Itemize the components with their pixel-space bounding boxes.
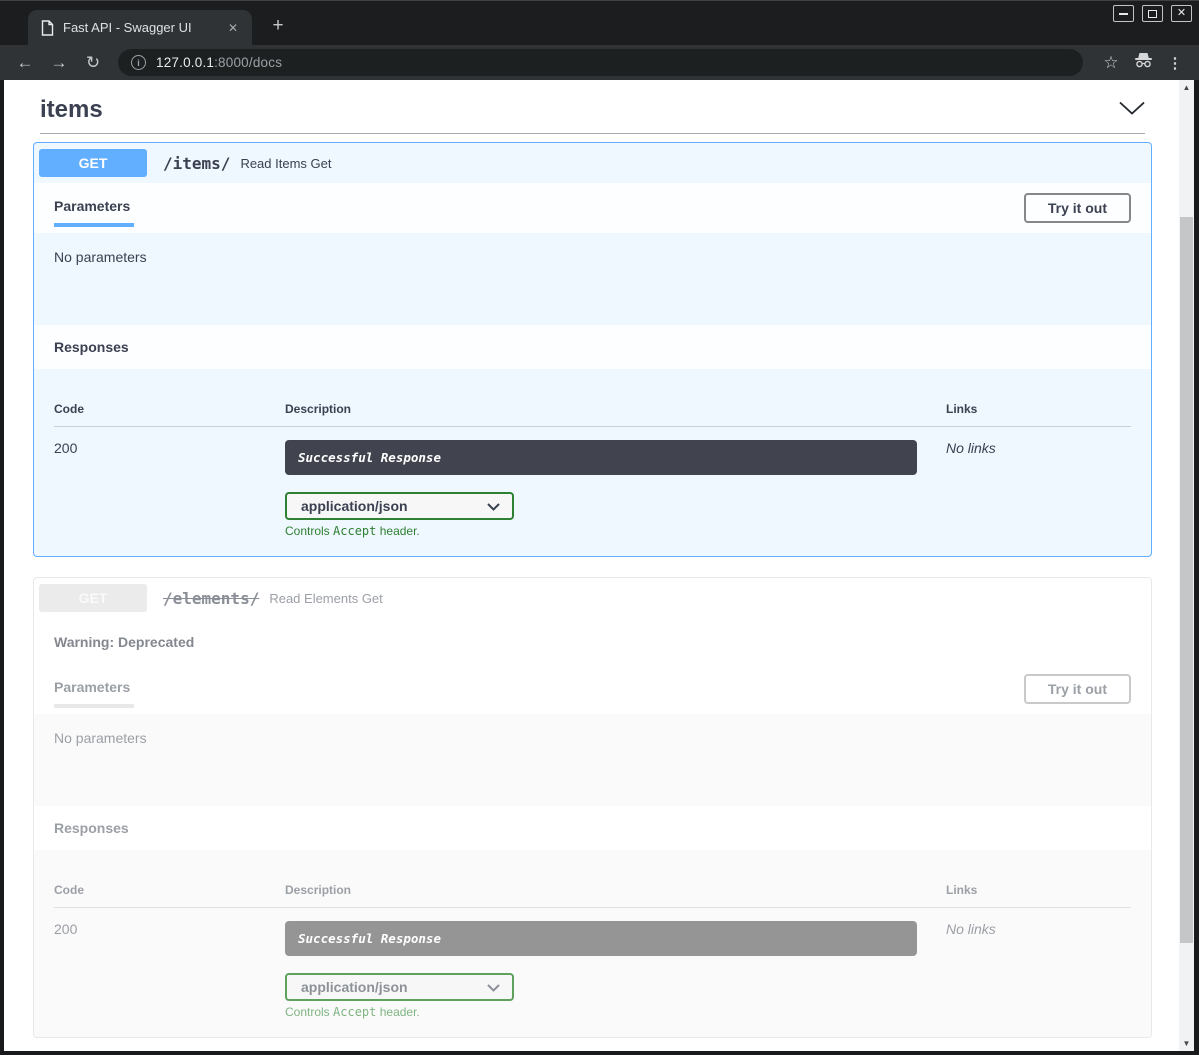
new-tab-button[interactable]: + bbox=[272, 15, 284, 36]
operation-path: /items/ bbox=[163, 153, 231, 173]
forward-icon[interactable]: → bbox=[50, 52, 68, 72]
no-parameters-text: No parameters bbox=[34, 714, 1151, 806]
note-code: Accept bbox=[333, 1005, 377, 1019]
maximize-icon bbox=[1148, 9, 1157, 18]
note-code: Accept bbox=[333, 524, 377, 538]
response-code: 200 bbox=[54, 921, 78, 937]
no-parameters-text: No parameters bbox=[54, 249, 147, 265]
media-type-value: application/json bbox=[301, 498, 408, 514]
col-description: Description bbox=[285, 402, 352, 416]
note-suffix: header. bbox=[376, 1005, 420, 1019]
scroll-up-icon[interactable]: ▲ bbox=[1182, 83, 1191, 92]
responses-title: Responses bbox=[34, 325, 1151, 369]
tab-parameters[interactable]: Parameters bbox=[54, 184, 134, 227]
responses-table: Code Description Links 200 Successful Re… bbox=[34, 850, 1151, 1037]
tag-divider bbox=[40, 133, 1145, 134]
deprecated-warning: Warning: Deprecated bbox=[34, 618, 1151, 664]
minimize-icon bbox=[1119, 12, 1128, 15]
maximize-button[interactable] bbox=[1142, 5, 1163, 22]
note-prefix: Controls bbox=[285, 524, 334, 538]
scroll-down-icon[interactable]: ▼ bbox=[1182, 1039, 1191, 1048]
window-controls: ✕ bbox=[1113, 5, 1192, 22]
chevron-down-icon bbox=[487, 979, 500, 995]
controls-accept-note: Controls Accept header. bbox=[285, 1005, 946, 1019]
url-path: :8000/docs bbox=[214, 55, 283, 70]
page-scrollbar[interactable]: ▲ ▼ bbox=[1179, 80, 1194, 1051]
response-description-cell: Successful Response application/json Con… bbox=[285, 440, 946, 538]
col-code: Code bbox=[54, 883, 84, 897]
scrollbar-thumb[interactable] bbox=[1180, 217, 1193, 943]
operation-summary-text: Read Elements Get bbox=[269, 590, 383, 606]
response-code: 200 bbox=[54, 440, 78, 456]
operation-summary[interactable]: GET /elements/ Read Elements Get bbox=[34, 578, 1151, 618]
response-row: 200 Successful Response application/json… bbox=[54, 427, 1131, 538]
try-it-out-button[interactable]: Try it out bbox=[1023, 674, 1131, 704]
col-links: Links bbox=[946, 402, 978, 416]
opblock-get-items: GET /items/ Read Items Get Parameters Tr… bbox=[33, 142, 1152, 557]
response-description-cell: Successful Response application/json Con… bbox=[285, 921, 946, 1019]
browser-tab[interactable]: Fast API - Swagger UI ✕ bbox=[28, 10, 252, 45]
collapse-chevron-icon[interactable] bbox=[1119, 101, 1145, 120]
swagger-content: items GET /items/ Read Items Get Paramet… bbox=[4, 80, 1179, 1051]
address-bar[interactable]: i 127.0.0.1:8000/docs bbox=[118, 49, 1083, 76]
minimize-button[interactable] bbox=[1113, 5, 1134, 22]
browser-menu-icon[interactable]: ⋮ bbox=[1167, 54, 1183, 72]
page-viewport: items GET /items/ Read Items Get Paramet… bbox=[4, 80, 1194, 1051]
media-type-value: application/json bbox=[301, 979, 408, 995]
note-prefix: Controls bbox=[285, 1005, 334, 1019]
responses-table-header: Code Description Links bbox=[54, 867, 1131, 908]
response-row: 200 Successful Response application/json… bbox=[54, 908, 1131, 1019]
browser-toolbar: ← → ↻ i 127.0.0.1:8000/docs ☆ ⋮ bbox=[0, 45, 1199, 80]
page-favicon-icon bbox=[41, 19, 54, 36]
title-bar: Fast API - Swagger UI ✕ + ✕ bbox=[0, 0, 1199, 45]
responses-table-header: Code Description Links bbox=[54, 386, 1131, 427]
url-text: 127.0.0.1:8000/docs bbox=[156, 55, 282, 70]
response-links: No links bbox=[946, 440, 996, 456]
tab-close-icon[interactable]: ✕ bbox=[227, 20, 238, 35]
site-info-icon[interactable]: i bbox=[131, 55, 146, 70]
bookmark-star-icon[interactable]: ☆ bbox=[1103, 52, 1119, 72]
tab-parameters[interactable]: Parameters bbox=[54, 665, 134, 708]
media-type-select[interactable]: application/json bbox=[285, 973, 514, 1001]
chevron-down-icon bbox=[487, 498, 500, 514]
method-badge: GET bbox=[39, 584, 147, 612]
tag-title: items bbox=[40, 96, 103, 123]
url-host: 127.0.0.1 bbox=[156, 55, 215, 70]
parameters-header: Parameters Try it out bbox=[34, 664, 1151, 714]
responses-table: Code Description Links 200 Successful Re… bbox=[34, 369, 1151, 556]
response-links: No links bbox=[946, 921, 996, 937]
incognito-icon bbox=[1131, 52, 1155, 73]
opblock-get-elements-deprecated: GET /elements/ Read Elements Get Warning… bbox=[33, 577, 1152, 1038]
reload-icon[interactable]: ↻ bbox=[85, 52, 101, 72]
response-description-panel: Successful Response bbox=[285, 440, 917, 475]
media-type-select[interactable]: application/json bbox=[285, 492, 514, 520]
close-button[interactable]: ✕ bbox=[1171, 5, 1192, 22]
operation-path: /elements/ bbox=[163, 588, 260, 608]
try-it-out-button[interactable]: Try it out bbox=[1023, 193, 1131, 223]
operation-summary[interactable]: GET /items/ Read Items Get bbox=[34, 143, 1151, 183]
col-description: Description bbox=[285, 883, 352, 897]
controls-accept-note: Controls Accept header. bbox=[285, 524, 946, 538]
operation-summary-text: Read Items Get bbox=[240, 155, 332, 171]
col-code: Code bbox=[54, 402, 84, 416]
response-description-panel: Successful Response bbox=[285, 921, 917, 956]
back-icon[interactable]: ← bbox=[16, 52, 34, 72]
tab-title: Fast API - Swagger UI bbox=[63, 20, 192, 35]
responses-title: Responses bbox=[34, 806, 1151, 850]
parameters-header: Parameters Try it out bbox=[34, 183, 1151, 233]
col-links: Links bbox=[946, 883, 978, 897]
tag-section-header[interactable]: items bbox=[33, 86, 1152, 124]
method-badge: GET bbox=[39, 149, 147, 177]
note-suffix: header. bbox=[376, 524, 420, 538]
